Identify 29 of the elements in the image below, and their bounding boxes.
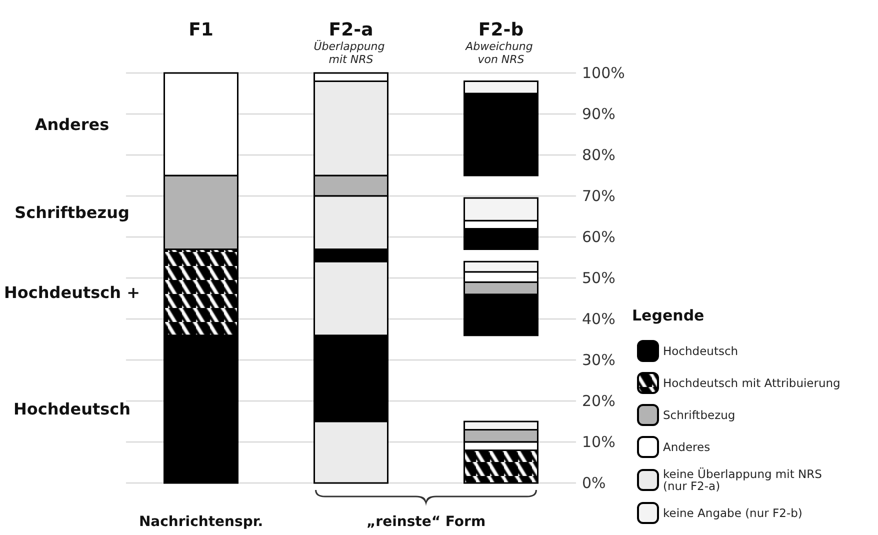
legend-label: Anderes bbox=[663, 440, 710, 454]
text: Abweichung von NRS bbox=[464, 40, 536, 66]
annotation: Hochdeutsch bbox=[14, 400, 130, 419]
y-tick-label: 100% bbox=[582, 64, 625, 82]
text: Anderes bbox=[34, 114, 110, 134]
y-tick-label: 10% bbox=[582, 433, 616, 451]
legend-label: Schriftbezug bbox=[663, 408, 736, 422]
annotation: Hochdeutsch + bbox=[4, 282, 140, 302]
y-tick-label: 40% bbox=[582, 310, 616, 328]
text: Nachrichtenspr. bbox=[138, 514, 264, 530]
y-tick-label: 30% bbox=[582, 351, 616, 369]
x-tick-label: F1 bbox=[188, 20, 214, 40]
y-tick-label: 20% bbox=[582, 392, 616, 410]
y-tick-label: 50% bbox=[582, 269, 616, 287]
annotation: Schriftbezug bbox=[14, 202, 130, 222]
x-tick-label: F2-a bbox=[328, 20, 374, 40]
legend-label: keine Überlappung mit NRS (nur F2-a) bbox=[663, 467, 826, 493]
text: „reinste“ Form bbox=[366, 514, 486, 530]
y-tick-label: 70% bbox=[582, 187, 616, 205]
legend-label: keine Angabe (nur F2-b) bbox=[663, 506, 802, 520]
y-tick-label: 60% bbox=[582, 228, 616, 246]
y-tick-label: 90% bbox=[582, 105, 616, 123]
y-tick-label: 80% bbox=[582, 146, 616, 164]
legend-label: Hochdeutsch bbox=[663, 344, 738, 358]
x-tick-label: F2-b bbox=[478, 20, 524, 40]
legend-label: Hochdeutsch mit Attribuierung bbox=[663, 376, 840, 390]
text: Überlappung mit NRS bbox=[314, 39, 388, 66]
legend-title: Legende bbox=[632, 306, 704, 324]
y-tick-label: 0% bbox=[582, 474, 606, 492]
